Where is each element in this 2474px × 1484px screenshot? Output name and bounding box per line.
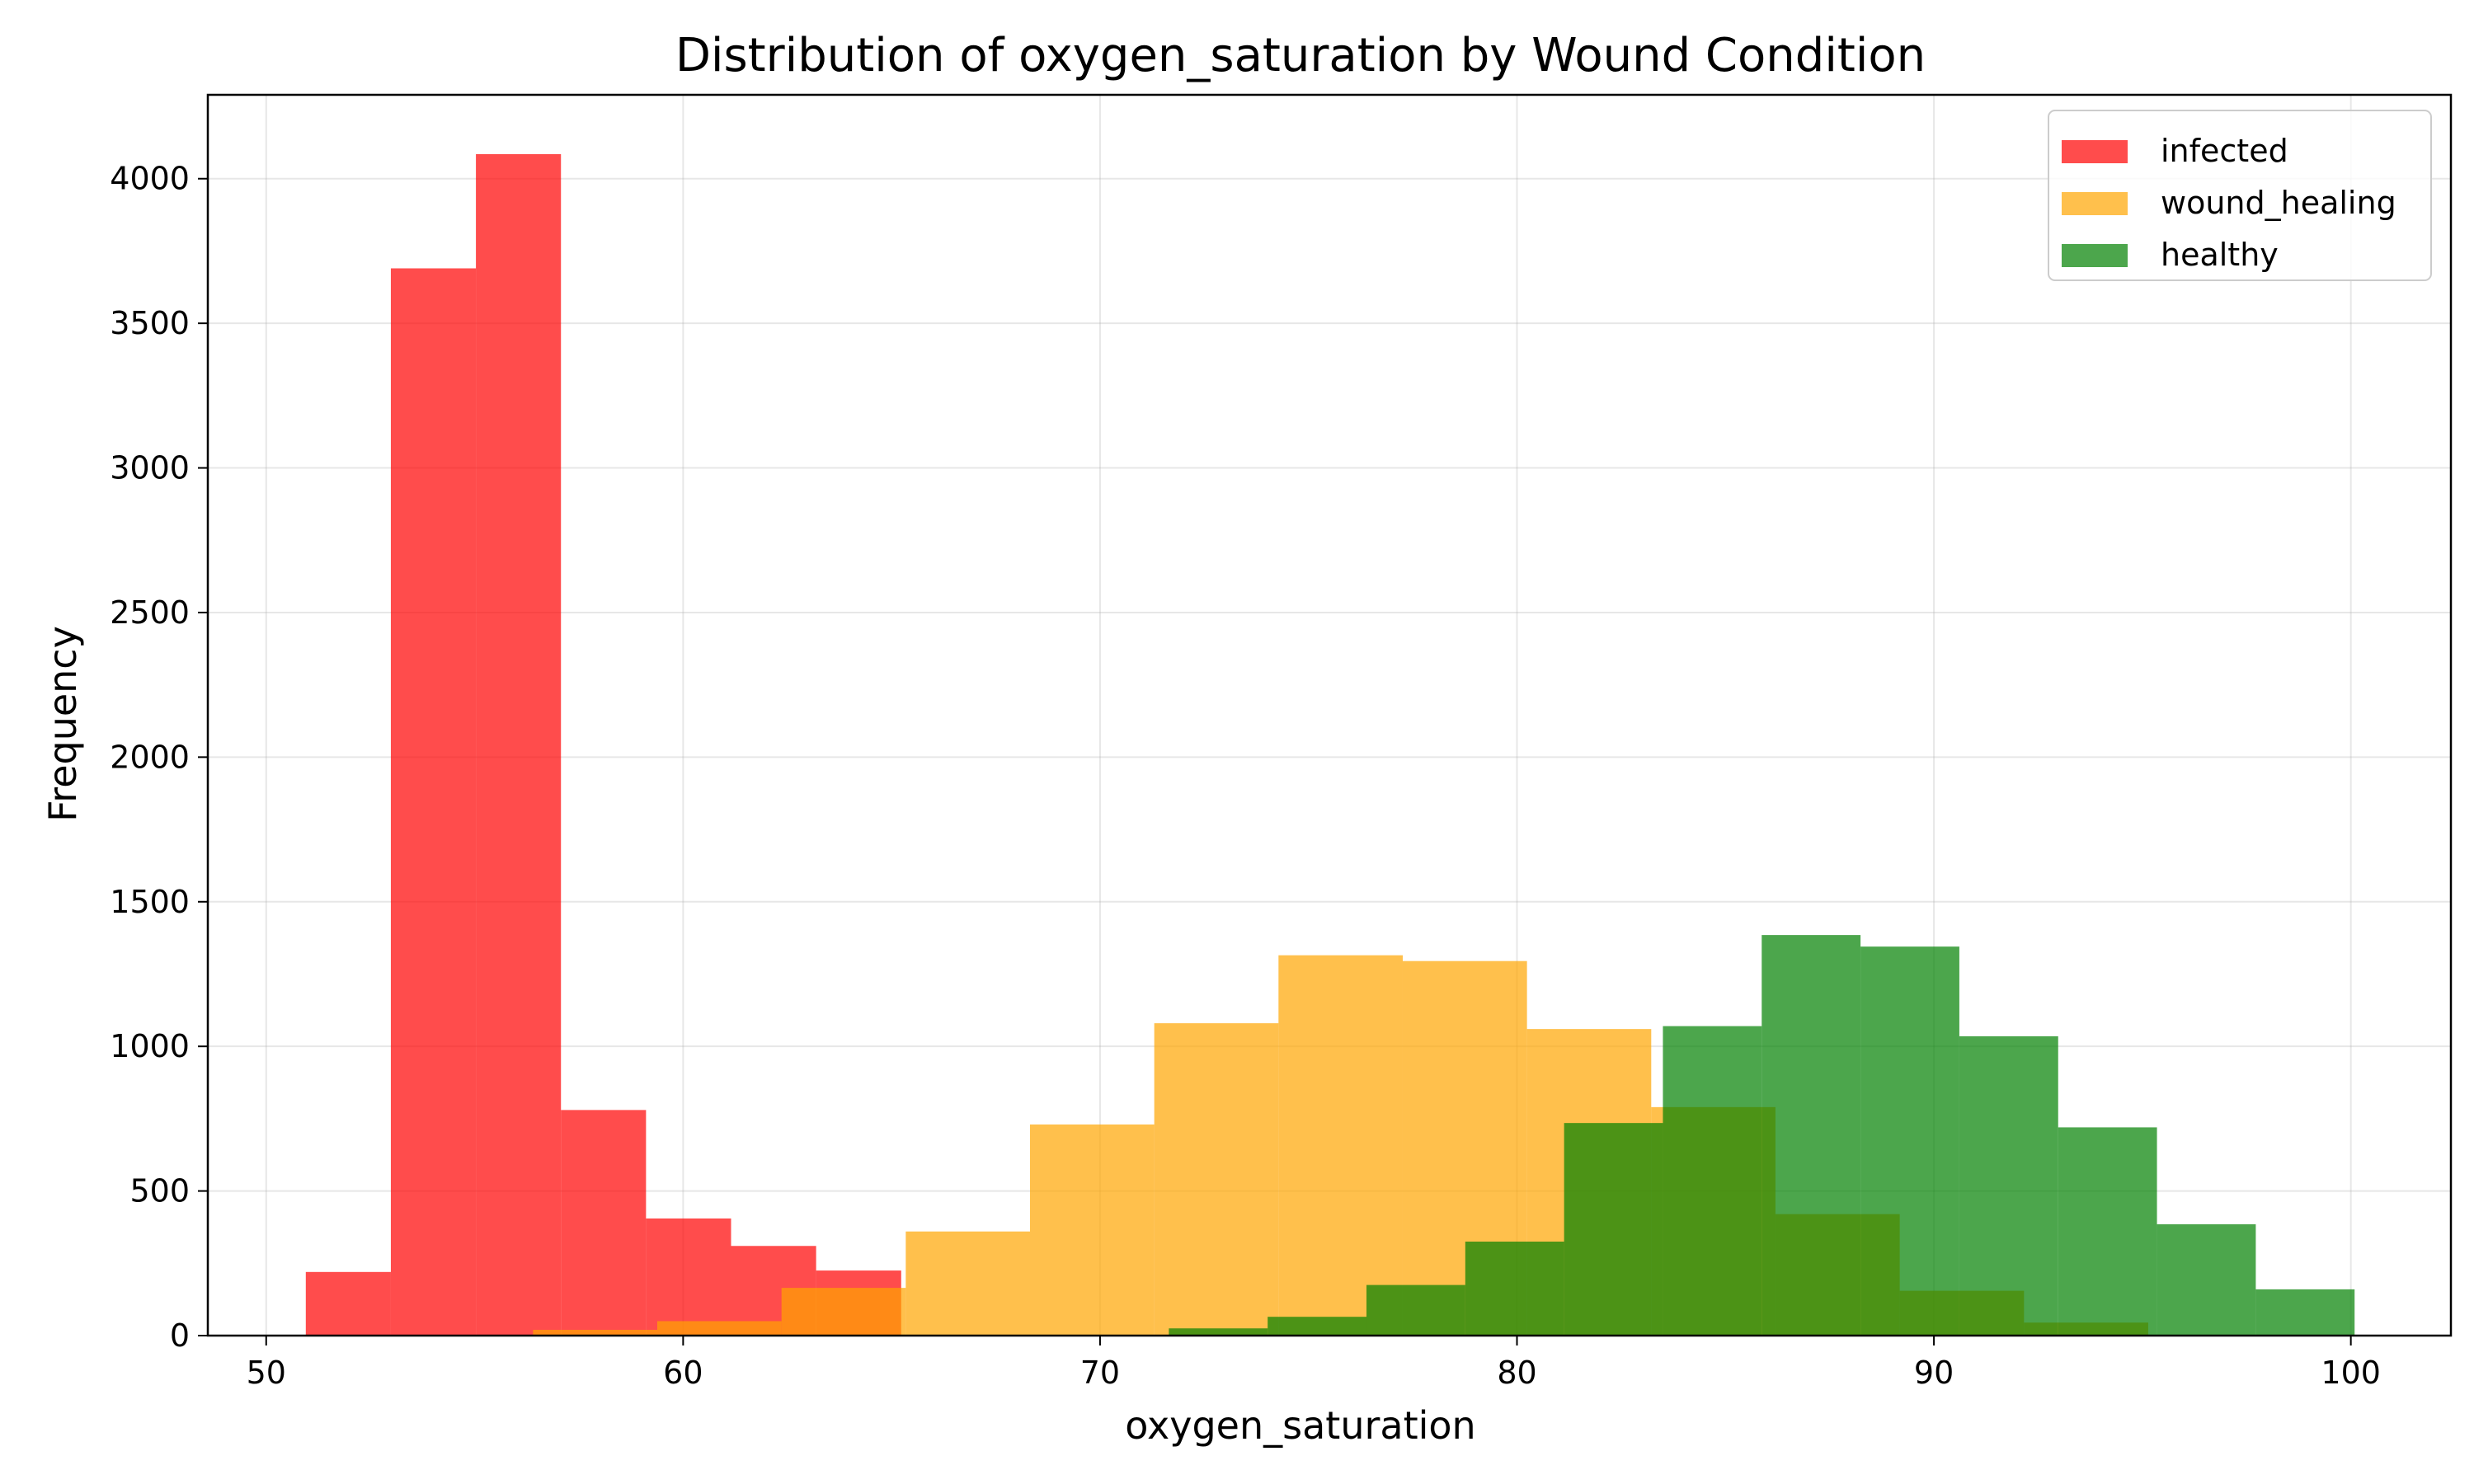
histogram-bar <box>1860 946 1959 1336</box>
histogram-bar <box>561 1110 647 1336</box>
legend-label: infected <box>2161 133 2288 169</box>
histogram-bar <box>1761 935 1861 1336</box>
histogram-bar <box>646 1218 731 1336</box>
y-tick-label: 1500 <box>110 884 190 920</box>
histogram-bar <box>2157 1223 2256 1336</box>
x-axis-label: oxygen_saturation <box>1125 1403 1475 1448</box>
x-tick-label: 80 <box>1497 1355 1536 1391</box>
y-tick-label: 0 <box>170 1317 190 1354</box>
y-tick-label: 3500 <box>110 305 190 341</box>
histogram-bar <box>657 1321 782 1336</box>
y-tick-label: 2500 <box>110 594 190 631</box>
plot-frame <box>206 93 2453 1337</box>
y-tick-label: 4000 <box>110 161 190 197</box>
histogram-bar <box>1268 1317 1366 1336</box>
bars <box>305 153 2355 1336</box>
histogram-bar <box>1366 1284 1465 1336</box>
legend-label: wound_healing <box>2161 185 2396 221</box>
histogram-bar <box>2255 1289 2355 1336</box>
histogram-bar <box>1465 1241 1564 1336</box>
y-tick-label: 500 <box>129 1173 190 1209</box>
axis-ticks: 50 60 70 80 90 100050010001500200025003000350… <box>110 161 2381 1391</box>
series-healthy <box>1169 935 2355 1336</box>
histogram-bar <box>1278 955 1403 1336</box>
x-tick-label: 100 <box>2321 1355 2381 1391</box>
histogram-bar <box>1154 1023 1279 1336</box>
x-tick-label: 70 <box>1080 1355 1120 1391</box>
x-tick-label: 90 <box>1914 1355 1954 1391</box>
histogram-bar <box>390 268 477 1336</box>
y-tick-label: 2000 <box>110 739 190 775</box>
histogram-bar <box>305 1271 391 1336</box>
legend-swatch <box>2062 140 2128 163</box>
x-tick-label: 60 <box>663 1355 703 1391</box>
legend-swatch <box>2062 192 2128 215</box>
legend-swatch <box>2062 244 2128 267</box>
legend-box <box>2048 110 2432 281</box>
histogram-bar <box>533 1329 658 1336</box>
histogram-bar <box>781 1288 906 1336</box>
histogram-bar <box>2058 1127 2157 1336</box>
histogram-bar <box>905 1231 1030 1336</box>
histogram-bar <box>1959 1036 2058 1336</box>
legend-label: healthy <box>2161 237 2279 273</box>
histogram-bar <box>1663 1026 1762 1336</box>
y-tick-label: 3000 <box>110 450 190 486</box>
y-tick-label: 1000 <box>110 1028 190 1064</box>
x-tick-label: 50 <box>247 1355 286 1391</box>
histogram-bar <box>476 153 562 1336</box>
histogram-bar <box>1564 1123 1663 1336</box>
histogram-bar <box>1029 1124 1155 1336</box>
chart-title: Distribution of oxygen_saturation by Wou… <box>675 29 1926 82</box>
y-axis-label: Frequency <box>40 626 85 822</box>
histogram-bar <box>1169 1328 1268 1336</box>
